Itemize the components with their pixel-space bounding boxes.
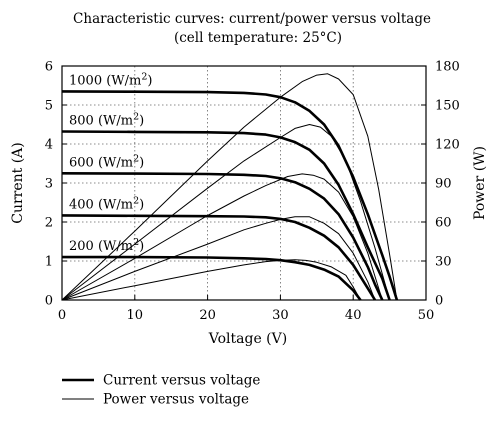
irradiance-label-superscript: 2 xyxy=(133,112,139,123)
chart-subtitle: (cell temperature: 25°C) xyxy=(174,30,342,46)
y-right-tick-label: 90 xyxy=(435,177,452,192)
irradiance-label-text: 1000 (W/m xyxy=(69,73,141,88)
irradiance-label-close: ) xyxy=(139,239,144,254)
legend-label: Power versus voltage xyxy=(103,392,249,408)
current-curve xyxy=(62,255,362,301)
y-right-tick-label: 60 xyxy=(435,216,452,231)
current-curve xyxy=(61,90,399,301)
x-tick-label: 30 xyxy=(272,308,289,323)
y-left-tick-label: 4 xyxy=(45,138,53,153)
y-right-tick-label: 30 xyxy=(435,255,452,270)
irradiance-label: 200 (W/m2) xyxy=(69,237,144,254)
current-curve xyxy=(61,214,377,301)
power-curve xyxy=(61,216,376,301)
y-right-tick-label: 180 xyxy=(435,60,460,75)
legend-label: Current versus voltage xyxy=(103,373,260,389)
current-curve xyxy=(61,172,384,301)
y-left-tick-label: 3 xyxy=(45,177,53,192)
irradiance-label-close: ) xyxy=(139,155,144,170)
irradiance-label-text: 800 (W/m xyxy=(69,114,133,129)
y-right-tick-label: 0 xyxy=(435,294,443,309)
grid-lines xyxy=(62,66,426,300)
irradiance-label: 600 (W/m2) xyxy=(69,153,144,170)
irradiance-label-superscript: 2 xyxy=(133,195,139,206)
irradiance-label-close: ) xyxy=(139,197,144,212)
y-left-tick-label: 5 xyxy=(45,99,53,114)
y-right-tick-label: 150 xyxy=(435,99,460,114)
x-tick-label: 10 xyxy=(127,308,144,323)
irradiance-label: 400 (W/m2) xyxy=(69,195,144,212)
power-curve xyxy=(61,124,391,301)
y-left-tick-label: 0 xyxy=(45,294,53,309)
irradiance-label-text: 600 (W/m xyxy=(69,155,133,170)
irradiance-label-superscript: 2 xyxy=(141,71,147,82)
power-curve xyxy=(61,73,398,301)
y-left-tick-label: 6 xyxy=(45,60,53,75)
irradiance-label: 800 (W/m2) xyxy=(69,112,144,129)
power-curve xyxy=(61,259,361,301)
irradiance-label-text: 400 (W/m xyxy=(69,197,133,212)
x-tick-label: 20 xyxy=(199,308,216,323)
irradiance-label: 1000 (W/m2) xyxy=(69,71,152,88)
curve-group xyxy=(61,73,399,301)
y-left-tick-label: 2 xyxy=(45,216,53,231)
irradiance-label-superscript: 2 xyxy=(133,153,139,164)
x-tick-label: 0 xyxy=(58,308,66,323)
current-curve xyxy=(61,130,391,301)
legend: Current versus voltage Power versus volta… xyxy=(62,373,260,408)
x-tick-label: 40 xyxy=(345,308,362,323)
irradiance-label-close: ) xyxy=(147,73,152,88)
x-axis-label: Voltage (V) xyxy=(208,331,287,347)
irradiance-label-close: ) xyxy=(139,114,144,129)
irradiance-labels: 1000 (W/m2)800 (W/m2)600 (W/m2)400 (W/m2… xyxy=(69,71,152,254)
y-axis-left-label: Current (A) xyxy=(10,142,26,224)
y-left-tick-label: 1 xyxy=(45,255,53,270)
chart-title: Characteristic curves: current/power ver… xyxy=(73,11,431,27)
irradiance-label-superscript: 2 xyxy=(133,237,139,248)
x-tick-label: 50 xyxy=(418,308,435,323)
y-right-tick-label: 120 xyxy=(435,138,460,153)
irradiance-label-text: 200 (W/m xyxy=(69,239,133,254)
y-axis-right-label: Power (W) xyxy=(472,146,488,220)
